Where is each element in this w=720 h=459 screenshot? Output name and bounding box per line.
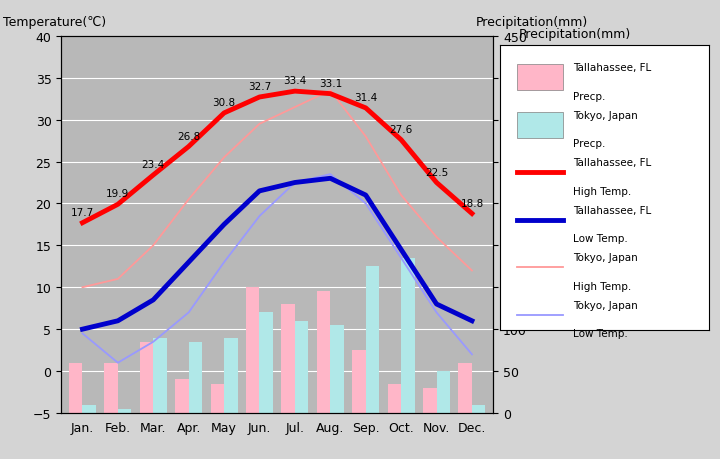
- Bar: [401, 258, 415, 413]
- Bar: [472, 405, 485, 413]
- Bar: [224, 338, 238, 413]
- Text: Tokyo, Japan: Tokyo, Japan: [574, 111, 638, 120]
- Bar: [69, 363, 83, 413]
- Text: 18.8: 18.8: [460, 198, 484, 208]
- Text: 32.7: 32.7: [248, 82, 271, 92]
- Bar: [317, 292, 330, 413]
- Text: Tallahassee, FL: Tallahassee, FL: [574, 63, 652, 73]
- Bar: [330, 325, 343, 413]
- Bar: [189, 342, 202, 413]
- Bar: [282, 304, 295, 413]
- Bar: [153, 338, 167, 413]
- Text: 30.8: 30.8: [212, 98, 235, 108]
- Text: Low Temp.: Low Temp.: [574, 234, 629, 244]
- Text: Precp.: Precp.: [574, 139, 606, 149]
- FancyBboxPatch shape: [517, 113, 563, 139]
- Text: High Temp.: High Temp.: [574, 281, 631, 291]
- Bar: [211, 384, 224, 413]
- Bar: [246, 288, 259, 413]
- Bar: [259, 313, 273, 413]
- Text: Precp.: Precp.: [574, 91, 606, 101]
- Text: 33.1: 33.1: [319, 78, 342, 89]
- Text: 23.4: 23.4: [142, 160, 165, 170]
- Text: Low Temp.: Low Temp.: [574, 329, 629, 339]
- Bar: [459, 363, 472, 413]
- Text: Tokyo, Japan: Tokyo, Japan: [574, 300, 638, 310]
- Text: Tallahassee, FL: Tallahassee, FL: [574, 158, 652, 168]
- Text: Temperature(℃): Temperature(℃): [3, 16, 106, 29]
- Text: 22.5: 22.5: [425, 167, 448, 177]
- FancyBboxPatch shape: [517, 65, 563, 91]
- Bar: [104, 363, 118, 413]
- Text: 33.4: 33.4: [283, 76, 307, 86]
- Bar: [436, 371, 450, 413]
- Text: Tallahassee, FL: Tallahassee, FL: [574, 205, 652, 215]
- Text: 27.6: 27.6: [390, 124, 413, 134]
- Text: Precipitation(mm): Precipitation(mm): [476, 16, 588, 29]
- Text: 17.7: 17.7: [71, 207, 94, 218]
- Text: 26.8: 26.8: [177, 131, 200, 141]
- Text: 31.4: 31.4: [354, 93, 377, 103]
- Bar: [366, 267, 379, 413]
- Text: Precipitation(mm): Precipitation(mm): [518, 28, 631, 40]
- Bar: [387, 384, 401, 413]
- Bar: [295, 321, 308, 413]
- Text: High Temp.: High Temp.: [574, 186, 631, 196]
- Bar: [352, 350, 366, 413]
- Bar: [140, 342, 153, 413]
- Bar: [118, 409, 131, 413]
- Text: 19.9: 19.9: [107, 189, 130, 199]
- Bar: [83, 405, 96, 413]
- Bar: [175, 380, 189, 413]
- Text: Tokyo, Japan: Tokyo, Japan: [574, 253, 638, 263]
- Bar: [423, 388, 436, 413]
